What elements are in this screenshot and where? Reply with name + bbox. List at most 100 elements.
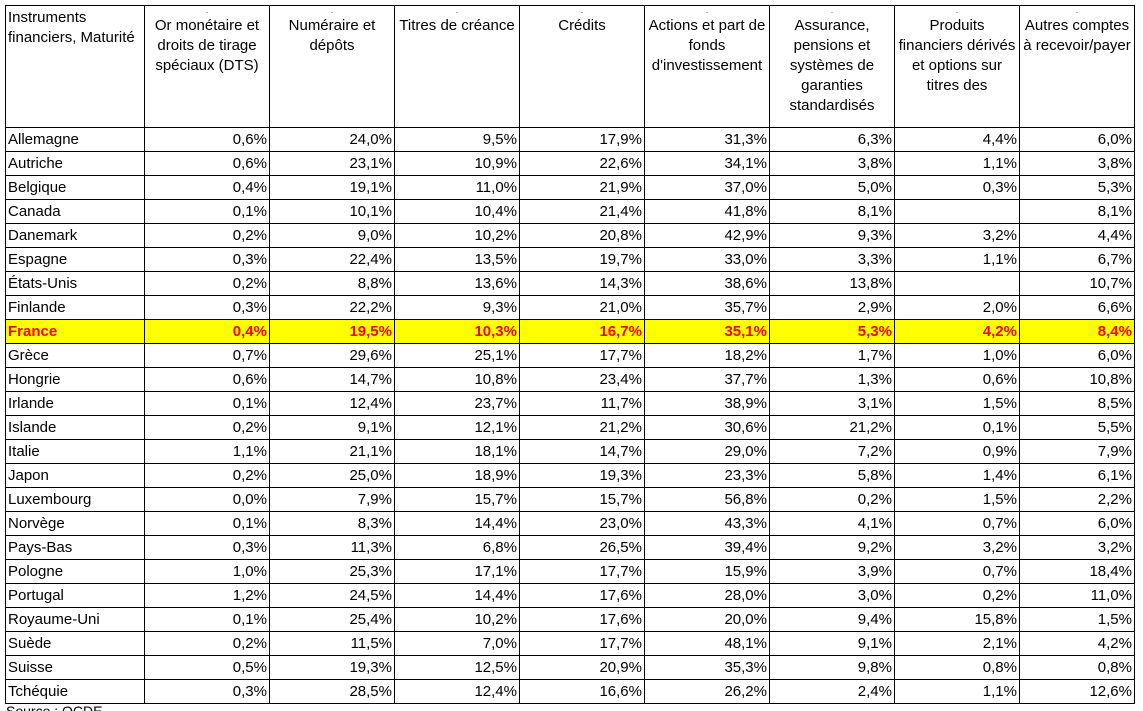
value-cell[interactable]: 10,8% — [394, 367, 520, 392]
value-cell[interactable] — [894, 199, 1020, 224]
value-cell[interactable]: 3,2% — [894, 223, 1020, 248]
value-cell[interactable]: 12,4% — [269, 391, 395, 416]
value-cell[interactable]: 9,5% — [394, 127, 520, 152]
value-cell[interactable]: 6,0% — [1019, 511, 1135, 536]
value-cell[interactable]: 0,2% — [144, 463, 270, 488]
value-cell[interactable]: 1,1% — [894, 247, 1020, 272]
value-cell[interactable]: 14,3% — [519, 271, 645, 296]
value-cell[interactable]: 22,4% — [269, 247, 395, 272]
value-cell[interactable]: 10,8% — [1019, 367, 1135, 392]
value-cell[interactable]: 42,9% — [644, 223, 770, 248]
value-cell[interactable]: 1,2% — [144, 583, 270, 608]
value-cell[interactable]: 12,6% — [1019, 679, 1135, 704]
value-cell[interactable]: 9,0% — [269, 223, 395, 248]
value-cell[interactable]: 10,7% — [1019, 271, 1135, 296]
value-cell[interactable]: 7,2% — [769, 439, 895, 464]
value-cell[interactable]: 6,8% — [394, 535, 520, 560]
value-cell[interactable]: 16,6% — [519, 679, 645, 704]
value-cell[interactable]: 17,7% — [519, 343, 645, 368]
value-cell[interactable]: 18,9% — [394, 463, 520, 488]
value-cell[interactable]: 7,0% — [394, 631, 520, 656]
header-cell[interactable]: Instruments financiers, Maturité — [5, 5, 145, 128]
value-cell[interactable]: 56,8% — [644, 487, 770, 512]
value-cell[interactable]: 10,4% — [394, 199, 520, 224]
value-cell[interactable]: 1,1% — [894, 151, 1020, 176]
value-cell[interactable]: 20,0% — [644, 607, 770, 632]
value-cell[interactable]: 37,0% — [644, 175, 770, 200]
value-cell[interactable]: 19,5% — [269, 319, 395, 344]
header-cell[interactable]: · Produits financiers dérivés et options … — [894, 5, 1020, 128]
country-cell[interactable]: Espagne — [5, 247, 145, 272]
value-cell[interactable]: 0,2% — [769, 487, 895, 512]
value-cell[interactable]: 0,3% — [144, 679, 270, 704]
value-cell[interactable]: 3,0% — [769, 583, 895, 608]
value-cell[interactable]: 0,1% — [144, 199, 270, 224]
value-cell[interactable]: 0,8% — [1019, 655, 1135, 680]
value-cell[interactable]: 11,5% — [269, 631, 395, 656]
value-cell[interactable]: 38,9% — [644, 391, 770, 416]
value-cell[interactable]: 11,0% — [394, 175, 520, 200]
value-cell[interactable]: 1,3% — [769, 367, 895, 392]
country-cell[interactable]: France — [5, 319, 145, 344]
value-cell[interactable]: 25,3% — [269, 559, 395, 584]
value-cell[interactable]: 16,7% — [519, 319, 645, 344]
value-cell[interactable]: 19,3% — [519, 463, 645, 488]
value-cell[interactable]: 33,0% — [644, 247, 770, 272]
value-cell[interactable]: 1,5% — [894, 487, 1020, 512]
value-cell[interactable]: 12,4% — [394, 679, 520, 704]
country-cell[interactable]: Belgique — [5, 175, 145, 200]
value-cell[interactable]: 0,7% — [894, 511, 1020, 536]
value-cell[interactable]: 5,8% — [769, 463, 895, 488]
country-cell[interactable]: Finlande — [5, 295, 145, 320]
country-cell[interactable]: Portugal — [5, 583, 145, 608]
value-cell[interactable]: 10,2% — [394, 223, 520, 248]
value-cell[interactable]: 6,0% — [1019, 127, 1135, 152]
country-cell[interactable]: Hongrie — [5, 367, 145, 392]
value-cell[interactable]: 17,9% — [519, 127, 645, 152]
value-cell[interactable]: 10,3% — [394, 319, 520, 344]
value-cell[interactable]: 0,6% — [144, 367, 270, 392]
header-cell[interactable]: · Crédits — [519, 5, 645, 128]
value-cell[interactable]: 23,7% — [394, 391, 520, 416]
value-cell[interactable]: 4,4% — [894, 127, 1020, 152]
value-cell[interactable]: 10,2% — [394, 607, 520, 632]
value-cell[interactable]: 0,4% — [144, 319, 270, 344]
value-cell[interactable]: 0,3% — [144, 295, 270, 320]
value-cell[interactable]: 23,0% — [519, 511, 645, 536]
value-cell[interactable]: 0,9% — [894, 439, 1020, 464]
value-cell[interactable]: 19,3% — [269, 655, 395, 680]
value-cell[interactable]: 0,2% — [144, 631, 270, 656]
value-cell[interactable]: 5,5% — [1019, 415, 1135, 440]
value-cell[interactable]: 21,4% — [519, 199, 645, 224]
value-cell[interactable]: 21,2% — [769, 415, 895, 440]
value-cell[interactable]: 34,1% — [644, 151, 770, 176]
value-cell[interactable]: 14,4% — [394, 583, 520, 608]
value-cell[interactable]: 9,8% — [769, 655, 895, 680]
value-cell[interactable]: 3,8% — [1019, 151, 1135, 176]
country-cell[interactable]: Canada — [5, 199, 145, 224]
value-cell[interactable]: 19,7% — [519, 247, 645, 272]
value-cell[interactable]: 4,4% — [1019, 223, 1135, 248]
value-cell[interactable]: 0,6% — [894, 367, 1020, 392]
value-cell[interactable] — [894, 271, 1020, 296]
value-cell[interactable]: 8,3% — [269, 511, 395, 536]
value-cell[interactable]: 17,7% — [519, 631, 645, 656]
value-cell[interactable]: 11,3% — [269, 535, 395, 560]
value-cell[interactable]: 26,5% — [519, 535, 645, 560]
value-cell[interactable]: 28,5% — [269, 679, 395, 704]
country-cell[interactable]: Suisse — [5, 655, 145, 680]
value-cell[interactable]: 8,1% — [769, 199, 895, 224]
value-cell[interactable]: 6,3% — [769, 127, 895, 152]
value-cell[interactable]: 35,1% — [644, 319, 770, 344]
country-cell[interactable]: Italie — [5, 439, 145, 464]
country-cell[interactable]: Japon — [5, 463, 145, 488]
value-cell[interactable]: 4,2% — [894, 319, 1020, 344]
value-cell[interactable]: 8,8% — [269, 271, 395, 296]
value-cell[interactable]: 0,1% — [144, 391, 270, 416]
value-cell[interactable]: 1,1% — [144, 439, 270, 464]
value-cell[interactable]: 30,6% — [644, 415, 770, 440]
value-cell[interactable]: 2,4% — [769, 679, 895, 704]
value-cell[interactable]: 6,1% — [1019, 463, 1135, 488]
value-cell[interactable]: 4,2% — [1019, 631, 1135, 656]
value-cell[interactable]: 19,1% — [269, 175, 395, 200]
